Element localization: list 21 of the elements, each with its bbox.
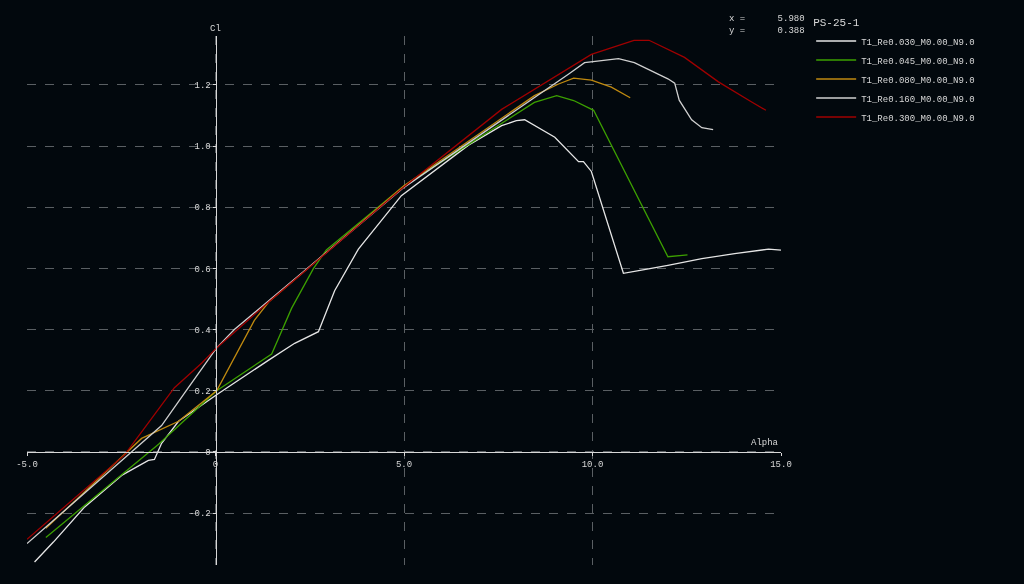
legend-label: T1_Re0.160_M0.00_N9.0	[861, 94, 975, 105]
x-tick-label: 10.0	[581, 459, 604, 470]
y-axis-title: Cl	[210, 24, 221, 34]
legend-label: T1_Re0.045_M0.00_N9.0	[861, 56, 975, 67]
legend-title: PS-25-1	[813, 17, 860, 30]
y-tick-label: 0.2	[194, 386, 211, 397]
y-tick-label: -0.2	[189, 509, 211, 520]
legend-label: T1_Re0.300_M0.00_N9.0	[861, 113, 975, 124]
text: x = 5.980	[729, 14, 805, 24]
legend-label: T1_Re0.030_M0.00_N9.0	[861, 37, 975, 48]
y-tick-label: 0.4	[194, 325, 211, 336]
y-tick-label: 1.0	[194, 142, 211, 153]
annotation: y = 0.388	[729, 26, 805, 36]
y-tick-label: 0.8	[194, 203, 211, 214]
x-tick-label: 15.0	[770, 459, 792, 470]
x-tick-label: 5.0	[395, 459, 413, 470]
x-axis-title: Alpha	[751, 438, 779, 448]
legend-label: T1_Re0.080_M0.00_N9.0	[861, 75, 975, 86]
y-tick-label: 0.6	[194, 264, 211, 275]
y-tick-label: 1.2	[194, 81, 211, 92]
x-tick-label: -5.0	[16, 459, 38, 470]
